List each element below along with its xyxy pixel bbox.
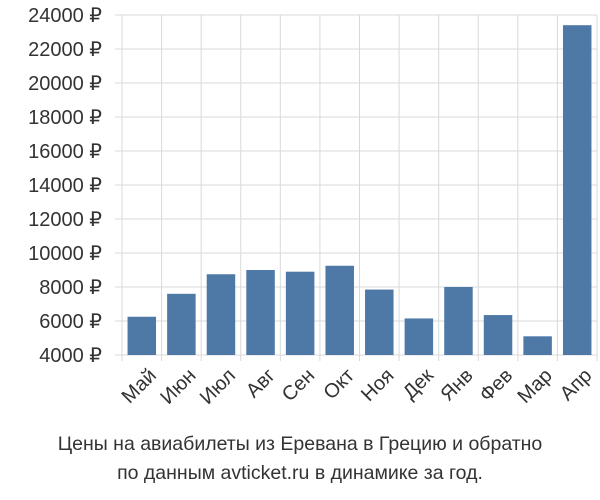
y-tick-label: 4000 ₽	[39, 345, 102, 367]
bar-7	[365, 289, 394, 355]
bars	[127, 25, 592, 355]
y-tick-label: 24000 ₽	[28, 5, 102, 27]
x-tick-label: Апр	[556, 365, 597, 406]
bar-2	[167, 293, 196, 355]
x-tick-label: Ноя	[357, 365, 398, 406]
y-tick-label: 10000 ₽	[28, 243, 102, 265]
y-tick-label: 12000 ₽	[28, 209, 102, 231]
y-tick-label: 18000 ₽	[28, 107, 102, 129]
x-tick-label: Мар	[514, 365, 557, 408]
bar-10	[483, 315, 513, 355]
bar-8	[404, 318, 434, 355]
bar-3	[206, 274, 236, 355]
x-tick-label: Сен	[278, 365, 319, 406]
x-tick-label: Июн	[156, 365, 200, 409]
x-tick-label: Окт	[319, 365, 358, 404]
bar-4	[246, 270, 275, 355]
chart-caption: Цены на авиабилеты из Еревана в Грецию и…	[0, 430, 600, 488]
x-tick-label: Фев	[476, 365, 518, 407]
bar-1	[127, 316, 157, 355]
bar-5	[285, 271, 315, 355]
caption-line-2: по данным avticket.ru в динамике за год.	[117, 462, 483, 484]
grid-layer	[115, 14, 598, 361]
bar-9	[444, 287, 473, 355]
bar-6	[325, 265, 354, 355]
y-tick-label: 6000 ₽	[39, 311, 102, 333]
bar-12	[562, 25, 592, 355]
chart-svg: 4000 ₽ 6000 ₽ 8000 ₽ 10000 ₽ 12000 ₽ 14000 ₽ 1…	[28, 5, 598, 409]
y-tick-label: 14000 ₽	[28, 175, 102, 197]
y-tick-label: 16000 ₽	[28, 141, 102, 163]
x-tick-label: Авг	[242, 365, 280, 403]
x-tick-label: Дек	[399, 364, 438, 403]
y-tick-label: 22000 ₽	[28, 39, 102, 61]
x-tick-label: Май	[118, 365, 161, 408]
caption-line-1: Цены на авиабилеты из Еревана в Грецию и…	[57, 433, 543, 455]
y-tick-label: 20000 ₽	[28, 73, 102, 95]
y-tick-label: 8000 ₽	[39, 277, 102, 299]
x-tick-label: Янв	[437, 365, 478, 406]
bar-11	[523, 336, 552, 355]
x-tick-label: Июл	[196, 365, 240, 409]
y-axis-ticks: 4000 ₽ 6000 ₽ 8000 ₽ 10000 ₽ 12000 ₽ 14000 ₽ 1…	[28, 5, 102, 367]
